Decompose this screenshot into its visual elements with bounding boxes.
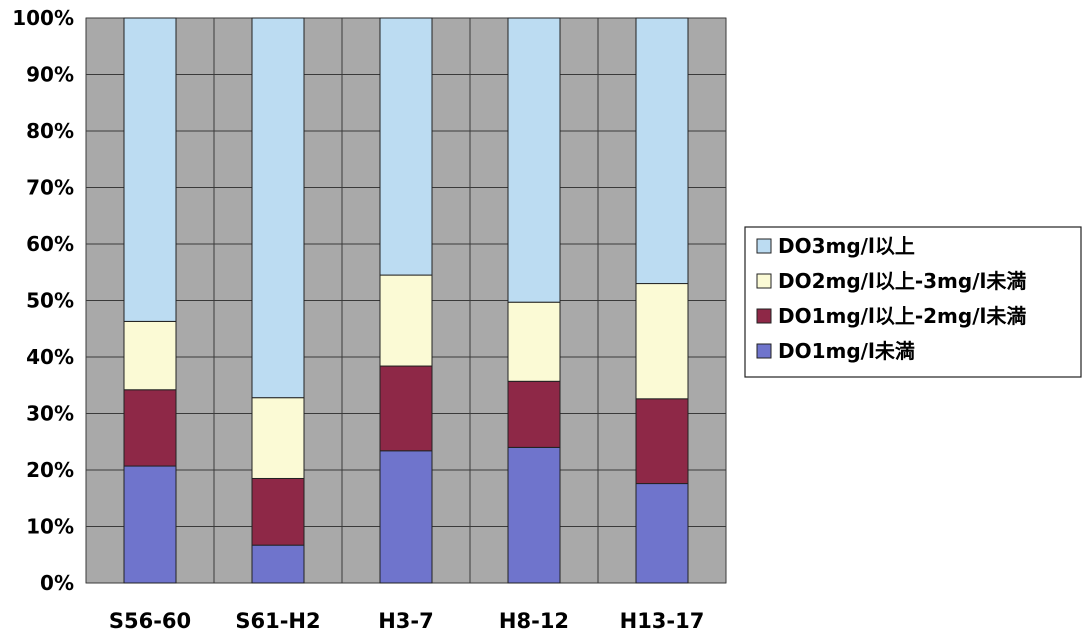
bar-segment <box>251 544 305 584</box>
bar-segment <box>635 483 689 584</box>
y-tick-label: 10% <box>26 515 74 539</box>
x-tick-label: H13-17 <box>620 609 705 633</box>
bar-segment <box>123 320 177 391</box>
y-tick-label: 30% <box>26 402 74 426</box>
bar-segment <box>379 274 433 367</box>
bar-segment <box>635 283 689 400</box>
bar-segment <box>635 17 689 285</box>
bar-segment <box>251 397 305 479</box>
bar-segment <box>123 17 177 322</box>
bar-segment <box>379 365 433 452</box>
legend-label: DO2mg/l以上-3mg/l未満 <box>778 269 1026 293</box>
y-tick-label: 80% <box>26 119 74 143</box>
bar-segment <box>507 380 561 448</box>
x-tick-label: S61-H2 <box>235 609 320 633</box>
y-tick-label: 40% <box>26 345 74 369</box>
y-axis-ticks: 0% 10% 20% 30% 40% 50% 60% 70% 80% 90% 100% <box>12 6 74 595</box>
bar-segment <box>507 17 561 303</box>
bar-segment <box>379 17 433 276</box>
y-tick-label: 50% <box>26 289 74 313</box>
legend: DO3mg/l以上 DO2mg/l以上-3mg/l未満 DO1mg/l以上-2mg/… <box>744 226 1082 378</box>
legend-label: DO1mg/l未満 <box>778 339 915 363</box>
legend-label: DO3mg/l以上 <box>778 234 915 258</box>
bar-segment <box>635 398 689 485</box>
legend-label: DO1mg/l以上-2mg/l未満 <box>778 304 1026 328</box>
bar-segment <box>123 465 177 584</box>
legend-frame <box>744 226 1082 378</box>
y-tick-label: 70% <box>26 176 74 200</box>
legend-swatch <box>756 308 772 324</box>
x-axis-ticks: S56-60 S61-H2 H3-7 H8-12 H13-17 <box>109 609 705 633</box>
x-tick-label: H8-12 <box>499 609 569 633</box>
legend-swatch <box>756 343 772 359</box>
bar-segment <box>507 301 561 382</box>
y-tick-label: 20% <box>26 458 74 482</box>
x-tick-label: S56-60 <box>109 609 191 633</box>
bar-segment <box>123 389 177 467</box>
x-tick-label: H3-7 <box>378 609 434 633</box>
bars <box>123 17 689 584</box>
bar-segment <box>507 446 561 584</box>
y-tick-label: 0% <box>40 571 74 595</box>
legend-swatch <box>756 273 772 289</box>
y-tick-label: 100% <box>12 6 74 30</box>
y-tick-label: 60% <box>26 232 74 256</box>
bar-segment <box>251 477 305 546</box>
bar-segment <box>251 17 305 399</box>
y-tick-label: 90% <box>26 63 74 87</box>
legend-swatch <box>756 238 772 254</box>
bar-segment <box>379 450 433 584</box>
